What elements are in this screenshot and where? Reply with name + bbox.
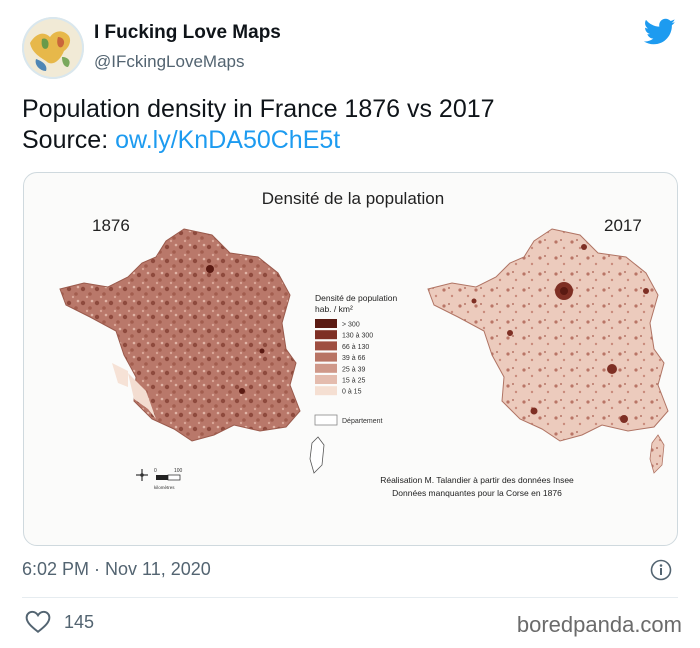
year-left: 1876 <box>92 216 130 235</box>
legend: Densité de population hab. / km² > 300 13… <box>314 293 398 426</box>
legend-label: 39 à 66 <box>342 355 365 362</box>
watermark: boredpanda.com <box>516 612 682 637</box>
tweet-line-1: Population density in France 1876 vs 201… <box>22 95 495 123</box>
legend-dept-label: Département <box>342 418 383 425</box>
legend-dept-swatch <box>314 414 338 426</box>
figure-title: Densité de la population <box>262 189 444 208</box>
twitter-bird-icon[interactable] <box>644 18 676 46</box>
author-name[interactable]: I Fucking Love Maps <box>94 22 281 43</box>
tweet-text: Population density in France 1876 vs 201… <box>22 94 672 156</box>
avatar[interactable] <box>22 17 84 79</box>
map-1876 <box>59 228 301 442</box>
like-count: 145 <box>64 612 95 632</box>
info-icon[interactable] <box>650 559 672 581</box>
north-arrow-icon <box>136 469 148 481</box>
year-right: 2017 <box>604 216 642 235</box>
source-link[interactable]: ow.ly/KnDA50ChE5t <box>115 126 341 154</box>
scale-100: 100 <box>174 468 183 474</box>
scale-0: 0 <box>154 468 157 474</box>
legend-title-2: hab. / km² <box>315 304 353 314</box>
density-map-figure: Densité de la population 1876 2017 <box>59 189 669 498</box>
source-label: Source: <box>22 126 116 154</box>
legend-label: 25 à 39 <box>342 366 365 373</box>
divider <box>22 597 678 598</box>
legend-swatch <box>315 330 337 340</box>
legend-title-1: Densité de population <box>315 293 398 303</box>
author-handle[interactable]: @IFckingLoveMaps <box>94 52 245 71</box>
corsica-outline <box>309 436 325 474</box>
tweet-timestamp[interactable]: 6:02 PM · Nov 11, 2020 <box>22 559 211 579</box>
legend-swatch <box>315 386 337 396</box>
legend-label: 0 à 15 <box>342 389 362 396</box>
heart-icon[interactable] <box>25 610 51 634</box>
legend-label: > 300 <box>342 322 360 329</box>
scale-bar: 0 100 kilomètres <box>136 468 183 490</box>
credit-line-1: Réalisation M. Talandier à partir des do… <box>380 475 574 485</box>
legend-label: 130 à 300 <box>342 333 373 340</box>
tweet-line-2: Source: ow.ly/KnDA50ChE5t <box>22 125 672 156</box>
legend-swatch <box>315 375 337 384</box>
scale-unit: kilomètres <box>154 485 175 490</box>
legend-swatch <box>315 352 337 362</box>
legend-label: 15 à 25 <box>342 378 365 385</box>
legend-swatch <box>315 319 337 328</box>
map-2017 <box>427 228 669 474</box>
avatar-map-image <box>22 17 84 79</box>
legend-swatch <box>315 363 337 373</box>
credit-line-2: Données manquantes pour la Corse en 1876 <box>392 488 562 498</box>
legend-label: 66 à 130 <box>342 344 369 351</box>
legend-swatch <box>315 341 337 351</box>
tweet-media-image[interactable]: Densité de la population 1876 2017 <box>23 172 678 546</box>
